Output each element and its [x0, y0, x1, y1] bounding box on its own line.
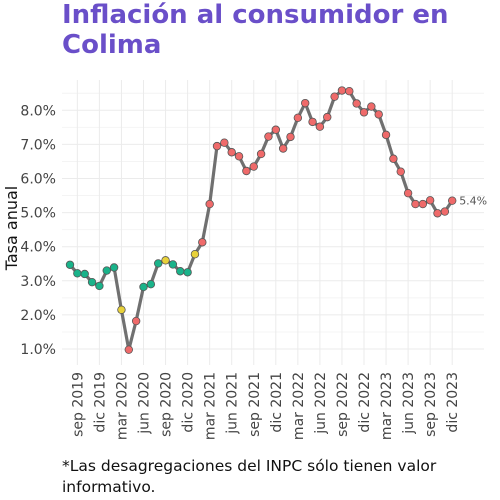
data-point: jul 2022: 7.8	[323, 112, 332, 122]
data-point: dic 2023: 5.35	[448, 196, 457, 205]
data-point: abr 2020: 0.98	[124, 345, 133, 354]
data-point: dic 2021: 7.43	[271, 125, 280, 134]
data-point: jul 2023: 5.25	[411, 199, 420, 209]
x-tick-label: dic 2023	[445, 372, 461, 433]
data-point: oct 2019: 3.2	[80, 269, 89, 279]
y-axis-label: Tasa anual	[2, 186, 21, 272]
data-point: mar 2021: 5.25	[205, 199, 214, 209]
data-point: oct 2021: 6.72	[256, 149, 266, 159]
data-point: jul 2021: 6.65	[234, 152, 244, 161]
data-point: sep 2020: 3.6	[161, 256, 170, 265]
grid	[62, 80, 484, 365]
x-tick-label: dic 2022	[357, 372, 373, 433]
data-point: ago 2020: 3.51	[153, 259, 163, 268]
series-tasa-anual	[68, 88, 454, 352]
x-tick-label: jun 2021	[225, 372, 241, 435]
data-point: nov 2021: 7.23	[264, 132, 273, 141]
data-point: may 2023: 6.2	[396, 167, 405, 176]
x-tick-label: sep 2020	[159, 372, 175, 437]
data-point: nov 2022: 8.2	[352, 99, 361, 108]
data-point: ene 2020: 3.3	[102, 266, 111, 275]
data-point: may 2020: 1.82	[131, 316, 141, 326]
data-point: jul 2020: 2.9	[146, 280, 156, 289]
data-point: abr 2023: 6.58	[389, 154, 398, 163]
data-point: nov 2020: 3.28	[176, 267, 185, 276]
data-point: dic 2019: 2.85	[95, 281, 104, 291]
data-point: feb 2023: 7.88	[374, 110, 383, 119]
x-tick-label: sep 2023	[423, 372, 439, 437]
data-point: oct 2022: 8.56	[345, 87, 354, 96]
y-tick-label: 2.0%	[20, 308, 56, 324]
y-tick-label: 3.0%	[20, 274, 56, 290]
x-tick-label: dic 2020	[181, 372, 197, 433]
data-point: ene 2023: 8.11	[367, 102, 376, 111]
data-point: ago 2019: 3.47	[65, 260, 75, 269]
y-axis-ticks: 1.0% 2.0% 3.0% 4.0% 5.0% 6.0% 7.0% 8.0%	[20, 103, 56, 358]
y-tick-label: 5.0%	[20, 206, 56, 222]
series-line	[68, 88, 454, 352]
data-point: sep 2021: 6.35	[249, 162, 258, 171]
data-point: mar 2023: 7.28	[381, 130, 391, 140]
data-point: nov 2023: 5.03	[440, 207, 450, 216]
data-point: feb 2022: 7.22	[286, 132, 295, 142]
data-point: may 2021: 7.05	[220, 138, 229, 147]
data-point: jun 2022: 7.52	[315, 122, 325, 131]
x-tick-label: sep 2019	[70, 372, 86, 437]
x-tick-label: mar 2021	[203, 372, 219, 440]
x-axis-ticks: sep 2019 dic 2019 mar 2020 jun 2020 sep 2020…	[70, 372, 461, 440]
x-tick-label: dic 2021	[269, 372, 285, 433]
data-point: nov 2019: 2.96	[87, 277, 97, 287]
x-tick-label: mar 2022	[291, 372, 307, 440]
footnote: *Las desagregaciones del INPC sólo tiene…	[62, 457, 437, 496]
x-tick-label: jun 2020	[137, 372, 153, 435]
y-tick-label: 7.0%	[20, 137, 56, 153]
data-point: dic 2022: 7.94	[359, 108, 369, 117]
data-point: abr 2021: 6.95	[212, 141, 222, 151]
data-point: mar 2022: 7.78	[293, 113, 303, 123]
data-point: sep 2022: 8.58	[337, 86, 347, 95]
y-tick-label: 6.0%	[20, 172, 56, 188]
data-point: ene 2022: 6.88	[278, 144, 288, 153]
data-point: jun 2020: 2.82	[139, 282, 148, 292]
data-point: may 2022: 7.66	[308, 117, 317, 127]
data-point: sep 2019: 3.22	[73, 269, 82, 278]
data-points: ago 2019: 3.47sep 2019: 3.22oct 2019: 3.…	[65, 86, 457, 354]
x-tick-label: dic 2019	[92, 372, 108, 433]
data-point: feb 2021: 4.13	[198, 238, 207, 247]
data-point: dic 2020: 3.25	[183, 268, 192, 277]
data-point: oct 2020: 3.48	[168, 260, 178, 269]
x-tick-label: sep 2021	[247, 372, 263, 437]
data-point: sep 2023: 5.36	[425, 196, 435, 205]
y-tick-label: 4.0%	[20, 240, 56, 256]
data-point: feb 2020: 3.39	[109, 263, 119, 272]
end-value-label: 5.4%	[459, 195, 487, 208]
x-tick-label: jun 2022	[313, 372, 329, 435]
data-point: ago 2023: 5.25	[418, 199, 427, 209]
data-point: mar 2020: 2.15	[117, 305, 126, 314]
data-point: ago 2022: 8.4	[330, 92, 339, 101]
y-tick-label: 8.0%	[20, 103, 56, 119]
data-point: jun 2021: 6.77	[227, 148, 236, 157]
data-point: ene 2021: 3.78	[190, 250, 200, 259]
y-tick-label: 1.0%	[20, 342, 56, 358]
data-point: ago 2021: 6.22	[242, 166, 251, 176]
x-tick-label: mar 2023	[379, 372, 395, 440]
data-point: jun 2023: 5.57	[403, 188, 413, 198]
chart-title: Inflación al consumidor en Colima	[62, 0, 449, 60]
x-tick-label: jun 2023	[401, 372, 417, 435]
data-point: oct 2023: 4.98	[433, 209, 442, 218]
x-tick-label: sep 2022	[335, 372, 351, 437]
x-tick-label: mar 2020	[114, 372, 130, 440]
data-point: abr 2022: 8.21	[301, 98, 310, 108]
